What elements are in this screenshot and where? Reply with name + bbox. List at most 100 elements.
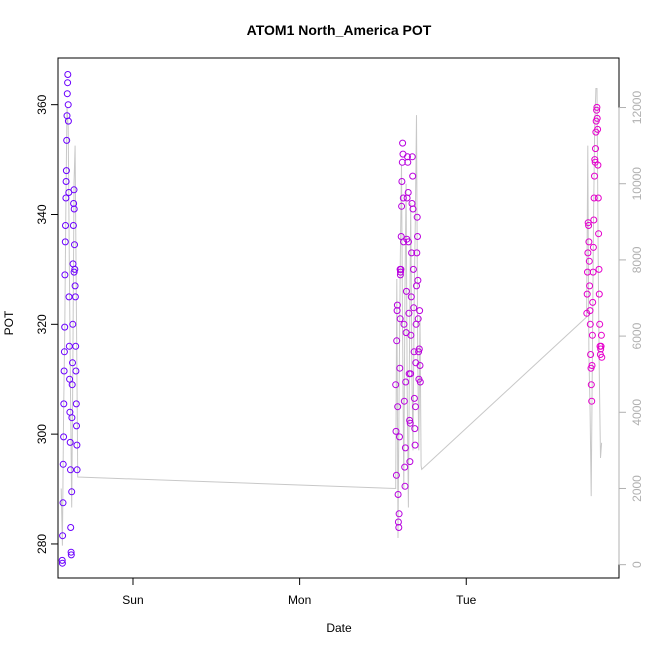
data-point xyxy=(59,460,67,468)
data-point xyxy=(59,532,67,540)
data-point xyxy=(402,378,410,386)
data-point xyxy=(409,265,417,273)
data-point xyxy=(416,378,424,386)
data-point xyxy=(406,419,414,427)
data-point xyxy=(61,323,69,331)
data-point xyxy=(60,433,68,441)
data-point xyxy=(404,189,412,196)
data-point xyxy=(58,559,66,567)
data-point xyxy=(598,353,606,361)
y-tick-label: 280 xyxy=(35,534,49,554)
data-point xyxy=(413,213,421,221)
data-point xyxy=(401,444,409,452)
data-point xyxy=(595,265,603,273)
data-point xyxy=(70,186,78,194)
data-point xyxy=(597,331,605,339)
data-point xyxy=(585,257,593,265)
right-axis-line-series xyxy=(60,88,603,546)
data-point xyxy=(597,345,605,353)
data-point xyxy=(66,375,74,383)
data-point xyxy=(594,161,602,169)
data-point xyxy=(64,101,72,109)
data-point xyxy=(585,238,593,246)
data-point xyxy=(586,307,594,315)
data-point xyxy=(67,548,75,556)
data-point xyxy=(71,282,79,290)
data-point xyxy=(392,471,400,479)
data-point xyxy=(406,416,414,424)
data-point xyxy=(407,293,415,301)
data-point xyxy=(69,222,77,229)
data-point xyxy=(68,488,76,496)
data-point xyxy=(594,194,602,202)
data-point xyxy=(67,524,75,531)
data-point xyxy=(411,441,419,449)
data-point xyxy=(72,342,80,350)
data-point xyxy=(409,205,417,213)
data-point xyxy=(395,510,403,518)
data-point xyxy=(587,351,595,358)
data-point xyxy=(64,71,72,78)
data-point xyxy=(71,241,78,249)
data-point xyxy=(68,381,76,389)
data-point xyxy=(410,304,418,312)
data-point xyxy=(71,265,79,273)
data-point xyxy=(398,202,406,210)
data-point xyxy=(399,139,407,147)
data-point xyxy=(403,194,411,202)
data-point xyxy=(68,414,76,422)
data-point xyxy=(73,422,80,430)
x-axis-label: Date xyxy=(326,621,352,635)
data-point xyxy=(393,337,401,345)
data-point xyxy=(65,342,73,350)
data-point xyxy=(397,268,404,276)
data-point xyxy=(398,178,406,185)
y2-tick-label: 12000 xyxy=(630,91,644,125)
y-tick-label: 340 xyxy=(35,204,49,224)
data-point xyxy=(411,425,419,433)
data-point xyxy=(73,466,81,474)
data-point xyxy=(593,106,601,114)
data-point xyxy=(597,342,605,350)
data-point xyxy=(60,367,68,375)
x-tick-label: Mon xyxy=(288,593,311,607)
data-point xyxy=(65,293,73,301)
data-point xyxy=(595,290,603,298)
data-point xyxy=(588,397,596,405)
plot-frame xyxy=(57,57,620,579)
data-point xyxy=(407,331,415,339)
data-point xyxy=(66,438,74,446)
data-point xyxy=(67,551,75,559)
data-point xyxy=(70,268,78,276)
data-point xyxy=(62,178,70,185)
y-tick-label: 300 xyxy=(35,424,49,444)
data-point xyxy=(410,348,418,356)
data-point xyxy=(589,243,597,251)
data-point xyxy=(413,249,421,257)
data-point xyxy=(404,158,412,166)
data-point xyxy=(59,499,67,507)
data-point xyxy=(589,268,597,276)
data-point xyxy=(591,172,598,180)
data-point xyxy=(414,315,422,323)
data-point xyxy=(409,172,417,180)
data-point xyxy=(73,441,81,449)
data-point xyxy=(72,367,80,375)
data-point xyxy=(61,271,69,279)
data-point xyxy=(596,320,604,328)
data-point xyxy=(408,200,416,207)
data-point xyxy=(584,249,592,257)
data-point xyxy=(587,381,595,389)
y-tick-label: 360 xyxy=(35,94,49,114)
data-point xyxy=(400,320,408,328)
data-point xyxy=(62,222,69,229)
data-point xyxy=(592,145,599,153)
data-point xyxy=(70,205,78,213)
data-point xyxy=(62,167,70,175)
data-point xyxy=(396,433,403,441)
data-point xyxy=(585,222,593,229)
data-point xyxy=(58,556,66,564)
data-point xyxy=(410,394,418,402)
